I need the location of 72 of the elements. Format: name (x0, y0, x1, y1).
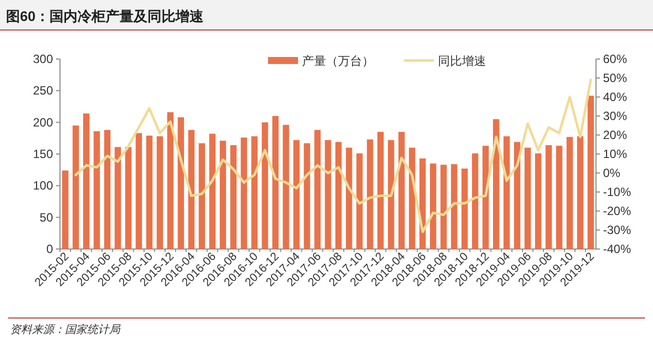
bar (114, 147, 121, 249)
y2-tick-label: 50% (603, 71, 628, 85)
bar (178, 117, 184, 249)
bar (230, 145, 237, 249)
bar (94, 131, 100, 249)
y-tick-label: 0 (46, 242, 54, 256)
bar (346, 148, 352, 249)
bar (577, 136, 584, 249)
bar (440, 164, 447, 249)
bar (524, 148, 531, 249)
bar (430, 164, 436, 249)
y2-tick-label: 40% (603, 90, 628, 104)
bar (514, 142, 520, 249)
y-tick-label: 200 (32, 115, 54, 130)
bar (546, 145, 552, 249)
bar (398, 132, 405, 249)
bar (62, 170, 68, 249)
bar (472, 153, 478, 249)
bar (83, 113, 90, 249)
y-tick-label: 50 (40, 210, 54, 224)
legend-label: 同比增速 (438, 54, 486, 68)
bar (188, 130, 195, 249)
bar (104, 130, 110, 249)
bar (377, 132, 384, 249)
y2-tick-label: 20% (603, 128, 628, 142)
bar (535, 153, 542, 249)
bar (156, 136, 163, 249)
y-tick-label: 150 (32, 147, 54, 161)
bar (293, 140, 300, 249)
bar (240, 138, 248, 249)
bar (588, 96, 594, 249)
bar (566, 136, 573, 249)
bar (450, 164, 458, 249)
y2-tick-label: 60% (603, 52, 628, 66)
y2-tick-label: 0% (603, 166, 621, 180)
bar (366, 139, 374, 249)
bar (167, 112, 174, 249)
bar (482, 146, 489, 249)
bar (304, 143, 310, 249)
y2-tick-label: 30% (603, 109, 628, 123)
line-series (74, 78, 592, 234)
bar (136, 133, 142, 249)
y-tick-label: 300 (32, 52, 54, 66)
chart-title: 图60：国内冷柜产量及同比增速 (6, 8, 205, 24)
bar (324, 140, 332, 249)
bar (209, 134, 216, 249)
text: 资料来源：国家统计局 (10, 323, 121, 336)
bar (272, 116, 279, 249)
bar (461, 168, 468, 249)
y-tick-label: 100 (32, 178, 54, 193)
bar (198, 143, 206, 249)
y-tick-label: 250 (32, 84, 54, 98)
bar (282, 124, 290, 249)
bar (388, 140, 394, 249)
bar (146, 136, 152, 249)
y2-tick-label: 10% (603, 147, 628, 161)
y2-tick-label: -30% (603, 223, 632, 237)
y2-tick-label: -40% (603, 242, 632, 256)
legend-label: 产量（万台） (302, 54, 374, 68)
y2-tick-label: -10% (603, 185, 632, 199)
bar (493, 119, 500, 249)
y2-tick-label: -20% (603, 204, 632, 218)
bar (314, 130, 321, 249)
bar (335, 142, 342, 249)
bar (356, 153, 363, 249)
bar (504, 136, 510, 249)
bar (125, 147, 132, 249)
bar (72, 126, 79, 249)
bar (262, 122, 268, 249)
bar (220, 140, 226, 249)
bar (556, 146, 562, 249)
bar (251, 136, 258, 249)
